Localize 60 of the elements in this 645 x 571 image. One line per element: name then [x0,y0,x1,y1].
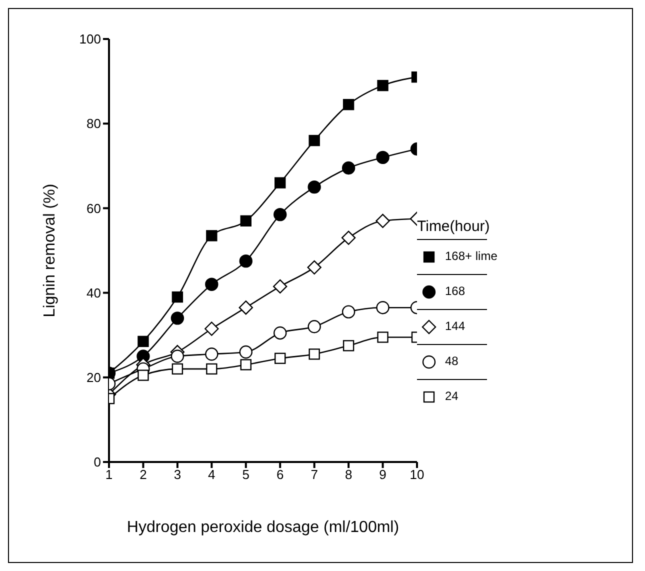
x-tick-label: 1 [105,467,113,482]
point [170,312,184,325]
point [377,332,388,343]
y-tick-label: 0 [94,454,101,470]
legend-label: 168 [445,284,466,298]
point [377,80,388,92]
point [205,348,218,361]
x-tick-label: 8 [344,467,352,482]
y-tick-label: 40 [86,285,101,300]
x-tick-label: 9 [379,467,386,482]
legend-label: 48 [445,354,458,368]
point [274,326,287,340]
point [274,208,287,222]
legend-title: Time(hour) [417,218,491,234]
point [342,98,354,110]
point [342,161,356,175]
point [204,322,219,336]
point [308,348,320,360]
point [238,300,253,315]
point [342,305,356,318]
x-tick-label: 2 [140,467,147,482]
point [307,260,322,275]
y-tick-label: 100 [79,32,101,47]
point [240,215,252,226]
point [274,177,286,188]
point [172,363,184,375]
point [376,301,390,314]
y-axis-title: Lignin removal (%) [42,184,59,318]
y-tick-label: 60 [86,200,101,216]
y-tick-label: 80 [86,116,101,132]
point [138,370,149,381]
point [240,359,252,370]
legend-label: 24 [445,388,458,402]
point [274,352,286,364]
x-tick-label: 4 [208,467,216,482]
point [172,291,184,303]
legend-label: 144 [445,318,466,332]
point [273,279,288,294]
point [170,350,184,363]
legend-label: 168+ lime [445,248,498,262]
point [342,340,354,352]
x-tick-label: 7 [310,467,318,482]
point [376,214,390,228]
point [308,134,320,146]
point [308,180,321,194]
x-tick-label: 3 [174,467,182,482]
point [206,363,218,375]
point [206,230,218,242]
y-tick-label: 20 [86,370,101,386]
point [376,150,390,164]
point [138,336,149,348]
point [239,345,252,359]
point [239,254,252,268]
point [308,320,321,334]
x-tick-label: 5 [242,467,250,482]
point [205,278,218,291]
x-tick-label: 10 [410,467,424,482]
x-axis-title: Hydrogen peroxide dosage (ml/100ml) [126,519,400,536]
x-tick-label: 6 [276,467,284,482]
point [341,230,356,245]
